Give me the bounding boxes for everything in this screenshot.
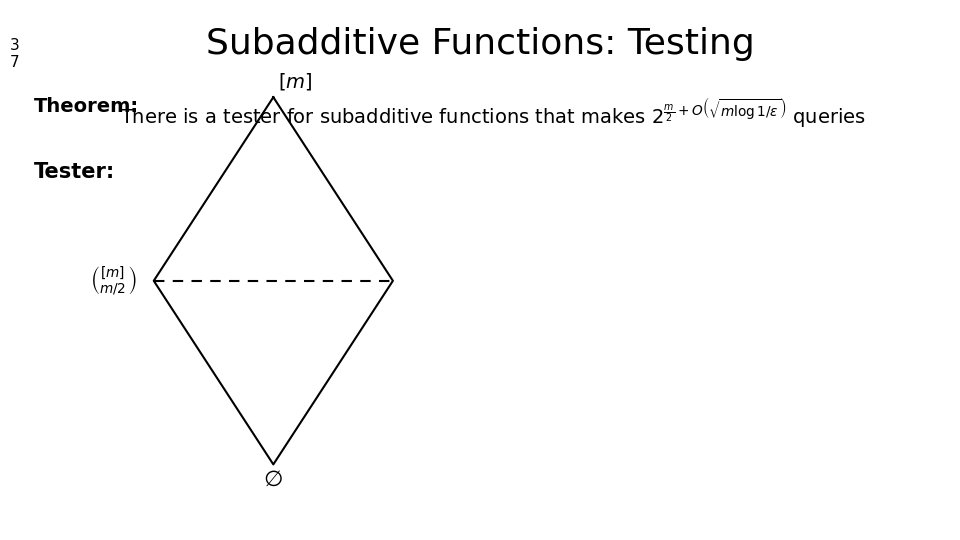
Text: There is a tester for subadditive functions that makes $2^{\frac{m}{2}+O\left(\s: There is a tester for subadditive functi… [120, 97, 865, 131]
Text: Subadditive Functions: Testing: Subadditive Functions: Testing [205, 27, 755, 61]
Text: $\binom{[m]}{m/2}$: $\binom{[m]}{m/2}$ [89, 264, 136, 298]
Text: $\emptyset$: $\emptyset$ [263, 470, 283, 490]
Text: $[m]$: $[m]$ [277, 71, 312, 92]
Text: Tester:: Tester: [35, 162, 115, 182]
Text: 3
7: 3 7 [10, 38, 19, 70]
Text: Theorem:: Theorem: [35, 97, 139, 116]
